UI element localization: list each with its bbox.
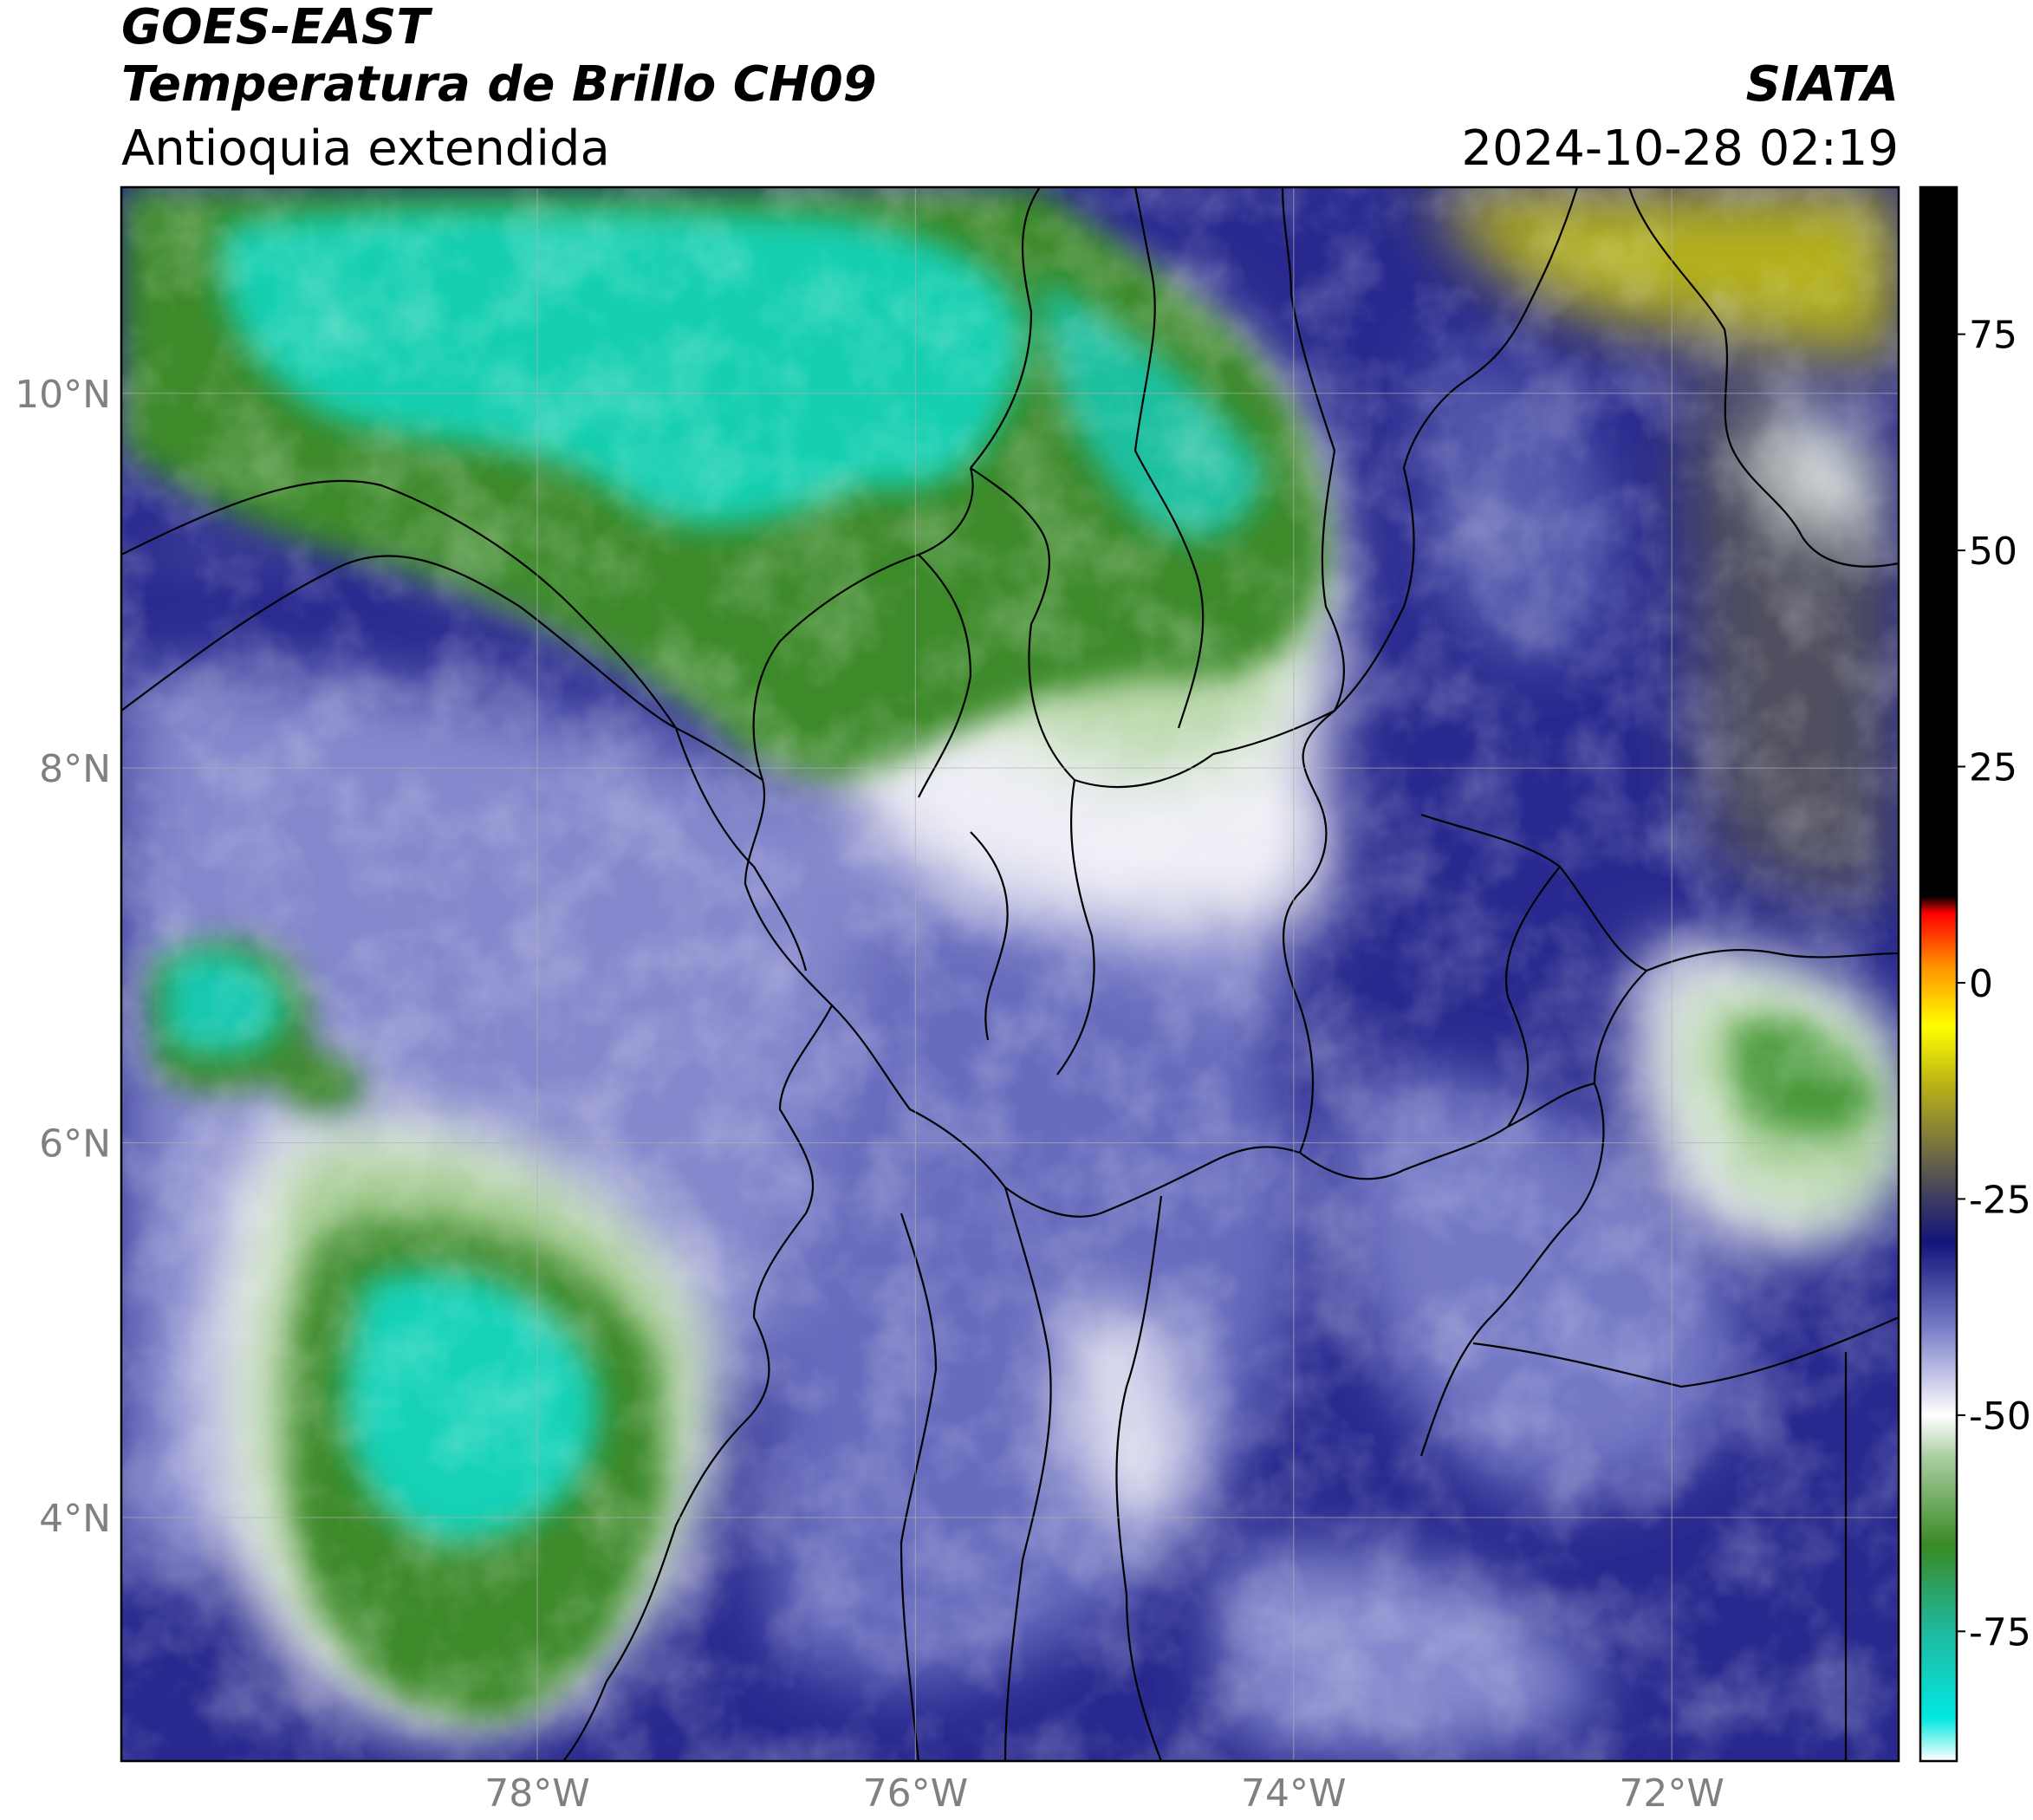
lat-tick-label-2: 6°N: [39, 1122, 111, 1167]
colorbar-tick-label-5: -50: [1969, 1394, 2031, 1439]
lon-tick-label-2: 74°W: [1241, 1771, 1347, 1816]
colorbar-tick-label-6: -75: [1969, 1610, 2031, 1654]
colorbar-tick-label-2: 25: [1969, 746, 2017, 790]
colorbar-bar: [1919, 185, 1958, 1763]
latitude-tick-labels: 10°N 8°N 6°N 4°N: [15, 373, 111, 1541]
lat-tick-label-3: 4°N: [39, 1497, 111, 1541]
cloud-field: [121, 187, 1899, 1761]
longitude-tick-labels: 78°W 76°W 74°W 72°W: [484, 1771, 1724, 1816]
lat-lon-grid: [121, 187, 1899, 1761]
datetime-label: 2024-10-28 02:19: [1461, 120, 1899, 177]
lon-tick-label-3: 72°W: [1619, 1771, 1724, 1816]
lat-tick-label-1: 8°N: [39, 747, 111, 791]
map-frame: [120, 185, 1900, 1763]
lon-tick-label-1: 76°W: [863, 1771, 969, 1816]
colorbar-ticks: 75 50 25 0 -25 -50 -75: [1957, 314, 2031, 1654]
colorbar-tick-label-4: -25: [1969, 1178, 2031, 1222]
product-title: Temperatura de Brillo CH09: [121, 56, 877, 113]
colorbar-tick-label-3: 0: [1969, 962, 1993, 1006]
map-panel: [121, 187, 1899, 1761]
colorbar-tick-label-1: 50: [1969, 530, 2017, 574]
lat-tick-label-0: 10°N: [15, 373, 111, 417]
satellite-title: GOES-EAST: [121, 0, 430, 55]
organization-label: SIATA: [1745, 56, 1899, 113]
coastlines-borders: [121, 187, 1899, 1761]
colorbar: 75 50 25 0 -25 -50 -75: [1919, 185, 2031, 1763]
lon-tick-label-0: 78°W: [484, 1771, 590, 1816]
colorbar-tick-label-0: 75: [1969, 314, 2017, 358]
region-subtitle: Antioquia extendida: [121, 120, 610, 177]
